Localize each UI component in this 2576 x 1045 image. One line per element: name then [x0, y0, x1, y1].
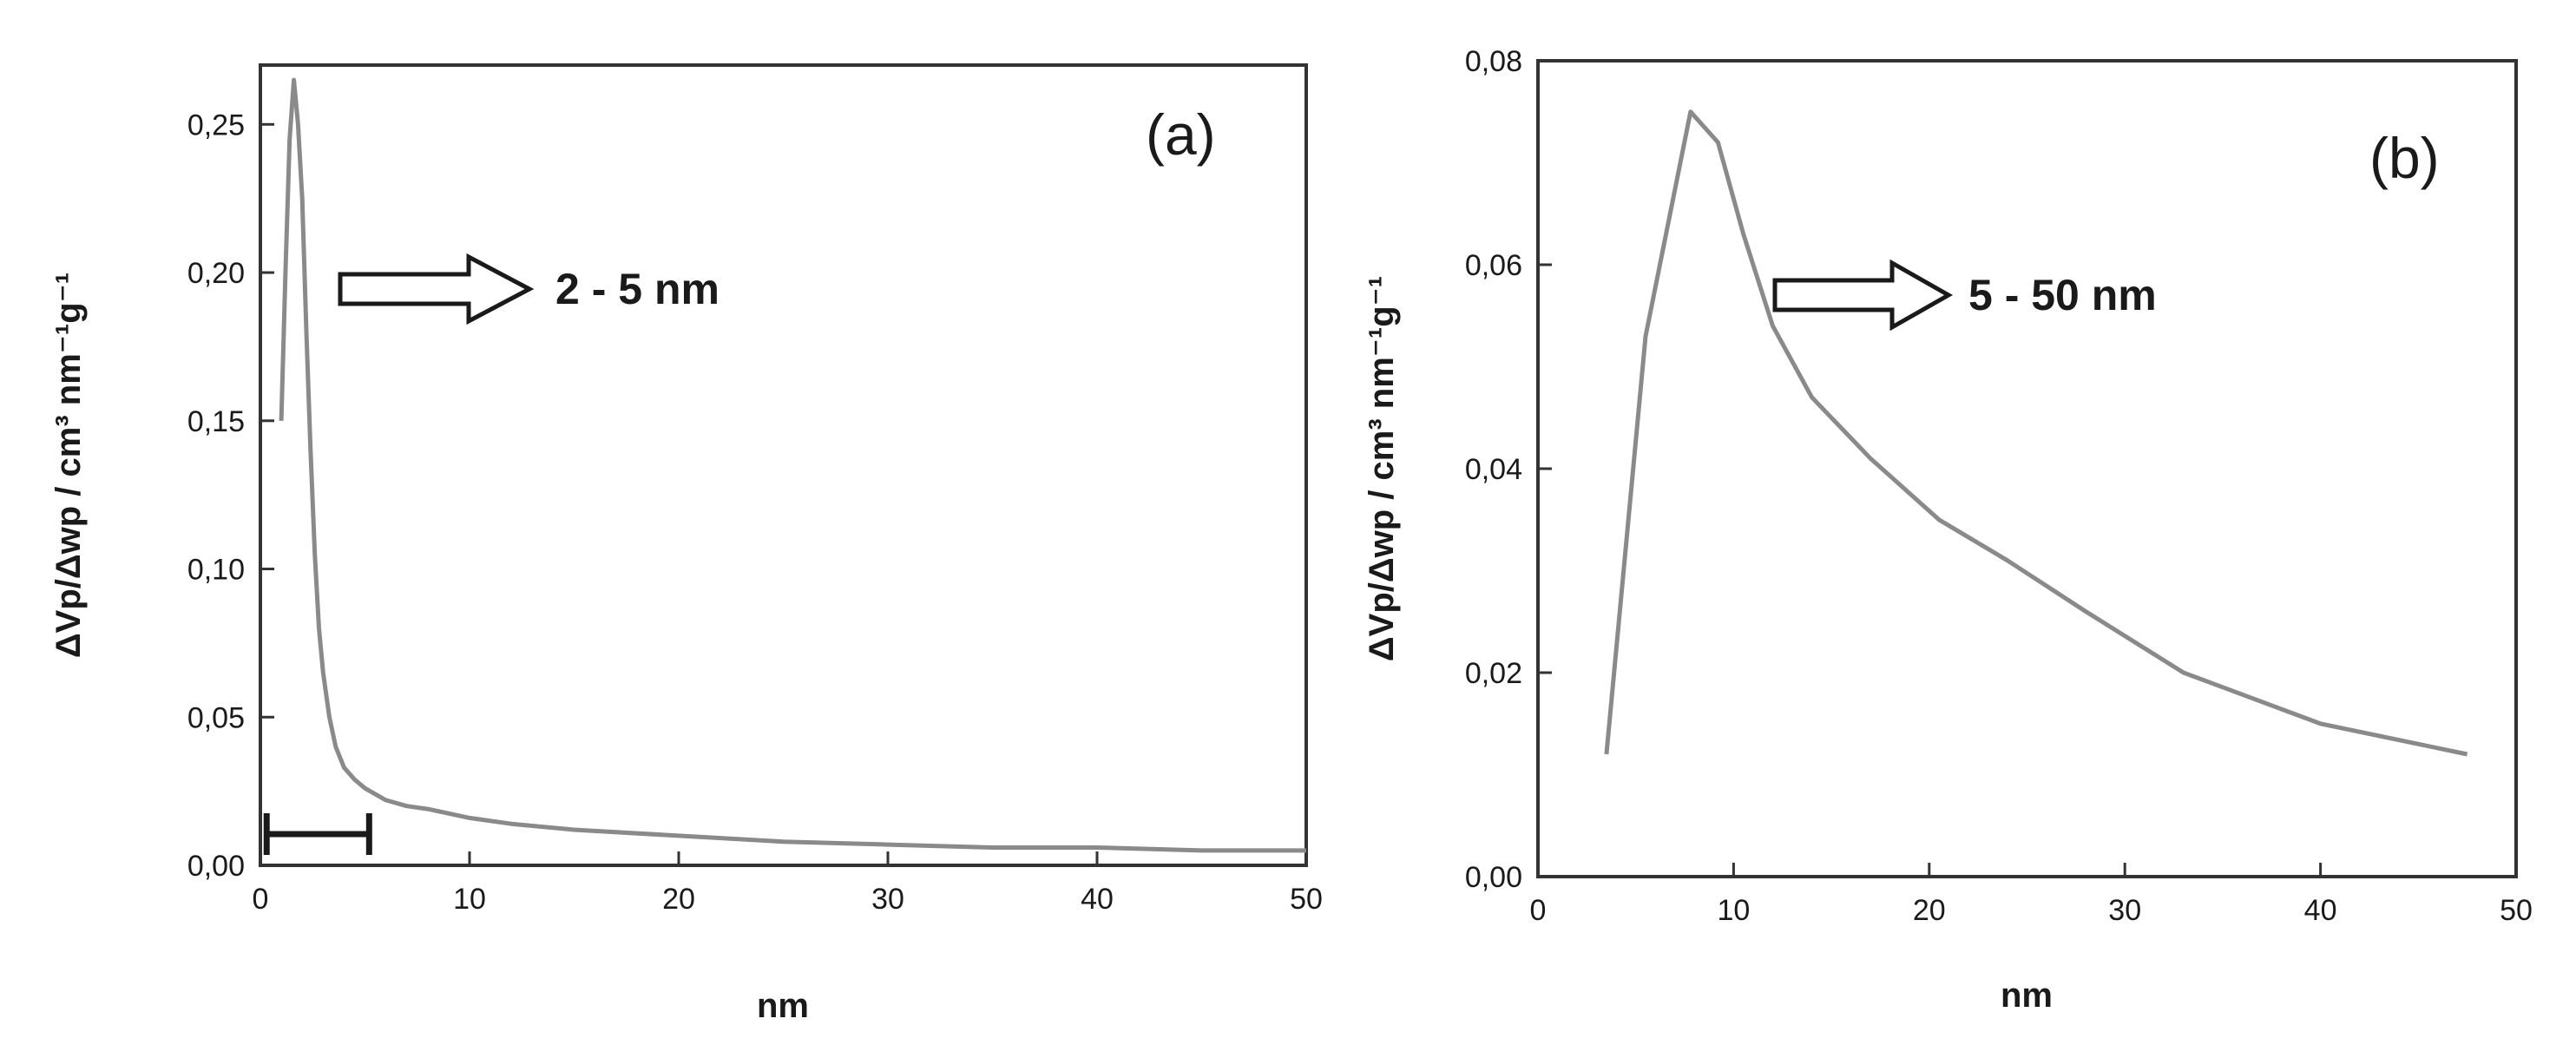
- chart-b-arrow: [1772, 259, 1954, 332]
- chart-a-x-tick-label: 40: [1081, 883, 1114, 916]
- chart-b-x-tick-labels: 0 10 20 30 40 50: [1530, 894, 2533, 927]
- chart-b-panel-label: (b): [2369, 126, 2440, 190]
- chart-a-tick-marks: [259, 122, 1308, 867]
- chart-b-y-tick-label: 0,04: [1465, 453, 1522, 486]
- chart-a-y-tick-labels: 0,00 0,05 0,10 0,15 0,20 0,25: [187, 108, 245, 883]
- chart-a-range-bracket: [263, 813, 372, 855]
- chart-a-y-tick-label: 0,15: [187, 405, 245, 438]
- chart-a-x-axis-title: nm: [757, 987, 809, 1025]
- chart-b-arrow-icon: [1772, 259, 1954, 332]
- chart-a-annotation: 2 - 5 nm: [555, 265, 720, 313]
- chart-b-x-tick-label: 40: [2304, 894, 2337, 927]
- chart-b-y-axis-title: ΔVp/Δwp / cm³ nm⁻¹g⁻¹: [1363, 276, 1401, 661]
- chart-a-x-tick-label: 0: [253, 883, 269, 916]
- chart-b-x-tick-label: 20: [1913, 894, 1946, 927]
- chart-a-y-tick-label: 0,20: [187, 257, 245, 290]
- chart-a-y-tick-label: 0,25: [187, 108, 245, 141]
- chart-b-x-tick-label: 50: [2500, 894, 2533, 927]
- chart-a-arrow: [338, 253, 535, 325]
- chart-a-y-tick-label: 0,00: [187, 850, 245, 883]
- chart-b-x-tick-label: 10: [1717, 894, 1750, 927]
- chart-b: 0 10 20 30 40 50 0,00 0,02 0,04 0,06 0,08 5 - 50 …: [1363, 45, 2533, 1015]
- chart-b-y-tick-labels: 0,00 0,02 0,04 0,06 0,08: [1465, 45, 1522, 894]
- chart-a-y-tick-label: 0,10: [187, 554, 245, 587]
- chart-b-x-axis-title: nm: [2001, 976, 2053, 1015]
- chart-a-x-tick-label: 50: [1290, 883, 1323, 916]
- chart-a-panel-label: (a): [1146, 102, 1216, 167]
- chart-a-plot-frame: [259, 63, 1308, 867]
- chart-a-series-line: [279, 77, 1306, 853]
- chart-a-arrow-icon: [338, 253, 535, 325]
- chart-b-y-tick-label: 0,00: [1465, 861, 1522, 894]
- chart-a-x-tick-label: 10: [453, 883, 486, 916]
- chart-b-y-tick-label: 0,08: [1465, 45, 1522, 78]
- chart-a: 0 10 20 30 40 50 0,00 0,05 0,10 0,15 0,20 0,25 2 -…: [49, 63, 1323, 1025]
- chart-b-x-tick-label: 0: [1530, 894, 1547, 927]
- chart-b-tick-marks: [1536, 59, 2518, 878]
- chart-a-y-axis-title: ΔVp/Δwp / cm³ nm⁻¹g⁻¹: [49, 273, 88, 658]
- chart-a-x-tick-label: 20: [662, 883, 695, 916]
- chart-b-y-tick-label: 0,06: [1465, 249, 1522, 282]
- chart-a-x-tick-labels: 0 10 20 30 40 50: [253, 883, 1323, 916]
- chart-b-series-line: [1604, 109, 2468, 757]
- chart-b-annotation: 5 - 50 nm: [1968, 271, 2157, 319]
- chart-a-x-tick-label: 30: [871, 883, 904, 916]
- chart-b-y-tick-label: 0,02: [1465, 657, 1522, 690]
- chart-a-y-tick-label: 0,05: [187, 701, 245, 734]
- chart-b-x-tick-label: 30: [2108, 894, 2141, 927]
